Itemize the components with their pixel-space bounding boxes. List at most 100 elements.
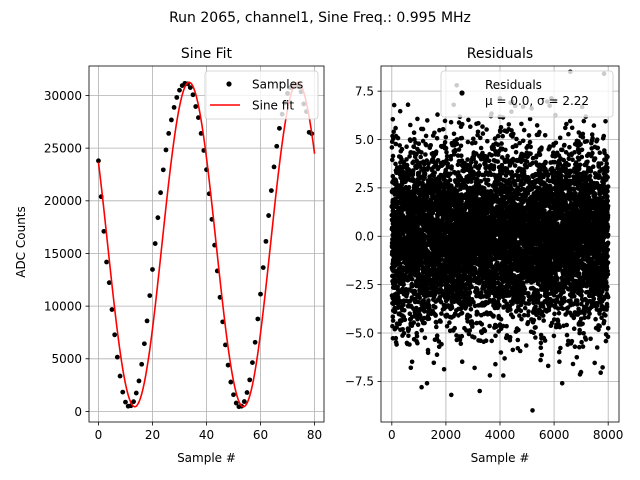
residual-point [416, 141, 422, 146]
residual-point [516, 327, 521, 333]
residual-point [411, 320, 417, 325]
sine-fit-ytick: 25000 [44, 141, 89, 155]
sample-point [150, 267, 155, 272]
sample-point [260, 265, 266, 270]
residual-point [502, 356, 507, 361]
sine-fit-ytick: 5000 [51, 352, 89, 366]
residual-point [431, 360, 437, 366]
sine-fit-xtick: 20 [145, 422, 160, 442]
residual-point [511, 131, 516, 137]
residual-point [401, 302, 406, 308]
residual-point [390, 157, 395, 163]
residuals-xtick: 6000 [539, 422, 570, 442]
residual-point [406, 185, 412, 190]
residual-point [510, 347, 516, 353]
residuals-xtick: 2000 [431, 422, 461, 442]
sample-point [101, 228, 107, 234]
sample-point [152, 241, 158, 246]
residual-point [423, 133, 429, 139]
residual-point [422, 171, 428, 177]
residual-point [465, 157, 470, 162]
residual-point [452, 325, 458, 331]
residual-point [434, 136, 440, 141]
residual-point [432, 130, 437, 136]
residual-point [425, 118, 430, 123]
residual-point [441, 367, 447, 372]
residual-point [470, 321, 475, 327]
residual-point [473, 140, 478, 146]
residual-point [486, 158, 492, 164]
sample-point [141, 341, 147, 347]
residual-point [389, 145, 395, 150]
residual-point [468, 124, 473, 129]
residuals-title: Residuals [467, 46, 533, 62]
residual-point [435, 112, 440, 117]
residual-point [390, 117, 396, 122]
residual-point [518, 308, 524, 314]
sample-point [155, 215, 161, 221]
sine-fit-xtick-label: 60 [253, 428, 268, 442]
residual-point [393, 141, 399, 147]
sample-point [174, 95, 180, 100]
residual-point [449, 305, 455, 311]
residual-point [519, 316, 524, 322]
residual-point [414, 334, 420, 339]
sample-point [196, 115, 201, 121]
residual-point [465, 139, 471, 145]
residual-point [459, 153, 464, 158]
residual-point [443, 145, 449, 151]
residuals-ytick: −5.0 [345, 326, 381, 340]
residual-point [519, 121, 524, 127]
residual-point [459, 359, 465, 365]
figure-suptitle: Run 2065, channel1, Sine Freq.: 0.995 MH… [169, 10, 471, 26]
sine-fit-xtick-label: 80 [307, 428, 322, 442]
sine-fit-ytick-label: 10000 [44, 299, 82, 313]
residual-point [451, 131, 457, 137]
residual-point [499, 141, 504, 146]
residual-point [497, 303, 502, 308]
residuals-xtick-label: 6000 [539, 428, 570, 442]
sine-fit-ytick: 10000 [44, 299, 89, 313]
sample-point [131, 399, 136, 405]
sample-point [147, 293, 153, 299]
residual-point [401, 282, 406, 287]
sine-fit-legend-box [204, 70, 319, 120]
residual-point [493, 333, 498, 339]
residual-point [495, 133, 501, 139]
residual-point [394, 325, 400, 330]
residual-point [512, 163, 518, 168]
residuals-xtick-label: 8000 [593, 428, 624, 442]
residual-point [515, 337, 521, 343]
legend-samples-label: Samples [252, 78, 303, 92]
sample-point [168, 117, 174, 123]
sine-fit-ytick: 20000 [44, 194, 89, 208]
residual-point [428, 143, 434, 148]
residual-point [501, 373, 506, 378]
legend-sine-fit-label: Sine fit [252, 99, 294, 113]
residual-point [432, 170, 438, 176]
residual-point [469, 284, 475, 290]
residual-point [415, 340, 420, 346]
sample-point [120, 389, 126, 395]
residual-point [415, 116, 420, 122]
residual-point [454, 141, 460, 147]
residual-point [391, 102, 397, 108]
residual-point [442, 118, 448, 124]
residual-point [513, 150, 519, 155]
residual-point [472, 335, 477, 340]
residuals-xtick: 4000 [485, 422, 515, 442]
sample-point [244, 390, 250, 395]
residual-point [392, 268, 397, 274]
residual-point [467, 290, 473, 295]
residuals-ytick-label: −2.5 [345, 278, 374, 292]
residual-point [514, 136, 519, 142]
residual-point [459, 310, 465, 316]
sine-fit-xtick-label: 20 [145, 428, 160, 442]
residual-point [402, 317, 408, 323]
residual-point [460, 121, 465, 127]
residual-point [467, 328, 473, 333]
residual-point [419, 327, 425, 333]
residuals-ytick-label: −7.5 [345, 375, 374, 389]
residual-point [394, 342, 399, 347]
sample-point [106, 280, 112, 286]
